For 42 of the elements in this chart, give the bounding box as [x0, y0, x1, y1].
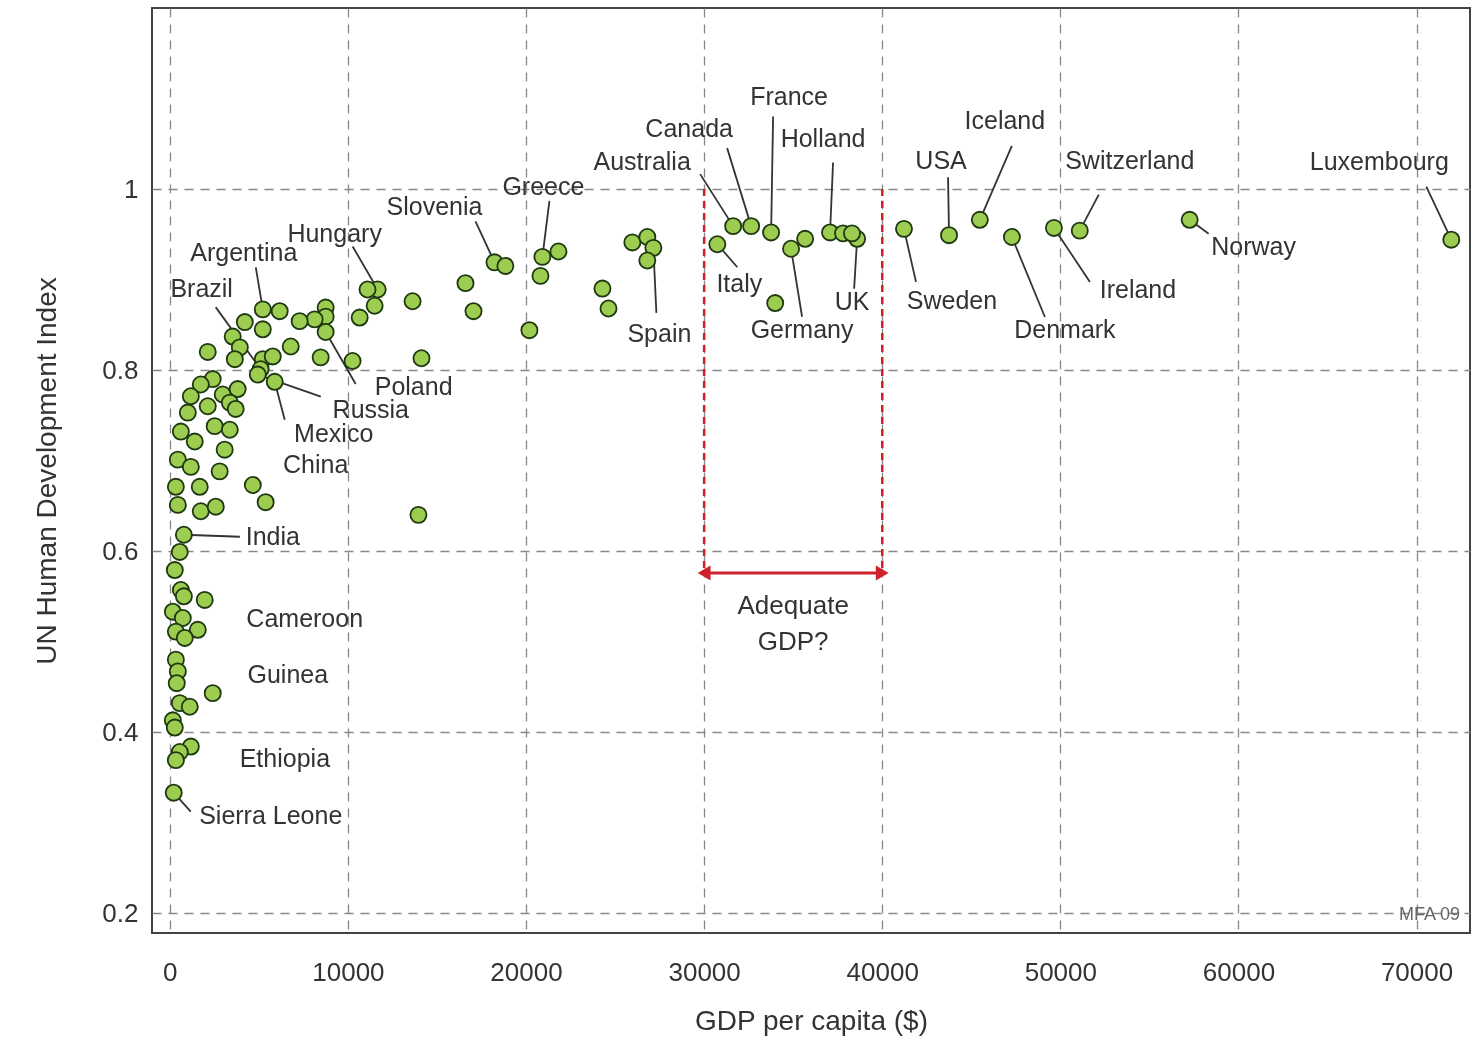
annotation: Ethiopia: [239, 744, 331, 773]
annotation: Ireland: [1099, 274, 1177, 303]
y-tick-label: 0.8: [102, 354, 139, 385]
x-tick-label: 40000: [846, 956, 919, 987]
annotation: Germany: [750, 314, 854, 343]
x-axis-title: GDP per capita ($): [695, 1004, 928, 1036]
x-tick-label: 0: [163, 956, 178, 987]
annotation: China: [283, 450, 349, 479]
annotation: MFA 09: [1398, 904, 1460, 924]
annotation: Canada: [645, 114, 734, 143]
annotation: India: [245, 521, 301, 550]
annotation: Slovenia: [386, 192, 483, 221]
x-tick-label: 50000: [1024, 956, 1098, 987]
annotation: UK: [834, 286, 870, 315]
y-tick-label: 1: [124, 173, 139, 204]
annotation: Greece: [502, 171, 585, 200]
annotation: Spain: [627, 318, 692, 347]
x-tick-label: 30000: [668, 956, 741, 987]
annotation: USA: [915, 146, 968, 175]
y-axis-title: UN Human Development Index: [31, 277, 63, 665]
annotation: Cameroon: [246, 603, 364, 632]
annotation: Brazil: [170, 274, 233, 303]
annotation: Switzerland: [1065, 145, 1195, 174]
annotation: Luxembourg: [1309, 146, 1449, 175]
y-tick-label: 0.4: [102, 716, 139, 747]
annotation: Sierra Leone: [199, 800, 343, 829]
annotation: Iceland: [964, 105, 1046, 134]
annotation: Guinea: [247, 660, 329, 689]
annotation: France: [750, 82, 829, 111]
x-tick-label: 70000: [1380, 956, 1454, 987]
y-tick-label: 0.2: [102, 897, 139, 928]
x-tick-label: 60000: [1202, 956, 1276, 987]
x-tick-label: 20000: [490, 956, 563, 987]
annotation: Italy: [716, 269, 763, 298]
annotation: Holland: [780, 124, 866, 153]
annotation: Norway: [1211, 231, 1297, 260]
annotation: Denmark: [1014, 314, 1117, 343]
annotation: Australia: [593, 147, 691, 176]
annotation: Adequate GDP?: [737, 590, 849, 656]
x-tick-label: 10000: [312, 956, 385, 987]
y-tick-label: 0.6: [102, 535, 139, 566]
annotation: Sweden: [906, 285, 998, 314]
